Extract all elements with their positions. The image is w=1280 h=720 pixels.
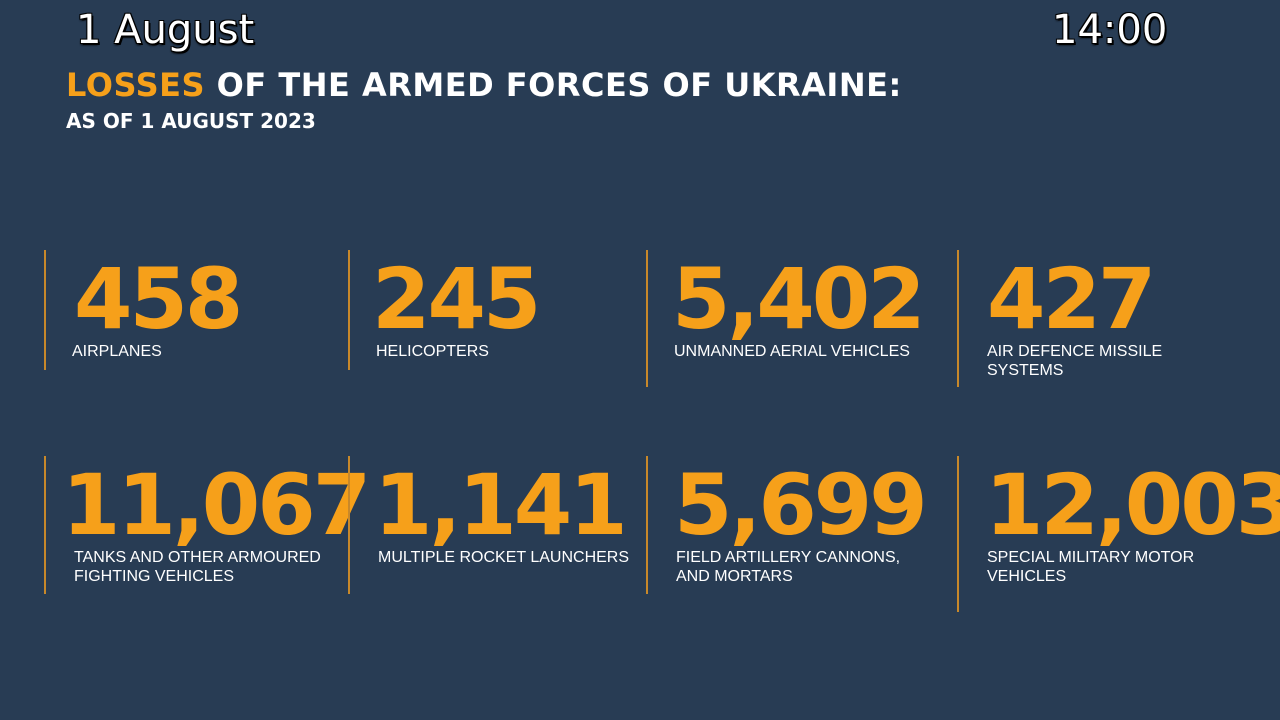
stat-tanks: 11,067 TANKS AND OTHER ARMOURED FIGHTING… (44, 456, 371, 594)
stat-label-line: UNMANNED AERIAL VEHICLES (674, 343, 910, 360)
stat-label-line: VEHICLES (987, 568, 1067, 585)
stat-label: MULTIPLE ROCKET LAUNCHERS (378, 548, 629, 567)
time-overlay: 14:00 (1052, 7, 1168, 53)
stat-label-line: HELICOPTERS (376, 343, 489, 360)
stat-label: TANKS AND OTHER ARMOURED FIGHTING VEHICL… (74, 548, 321, 586)
stat-mlrs: 1,141 MULTIPLE ROCKET LAUNCHERS (348, 456, 638, 594)
stat-uav: 5,402 UNMANNED AERIAL VEHICLES (646, 250, 946, 387)
stat-label: FIELD ARTILLERY CANNONS, AND MORTARS (676, 548, 900, 586)
stat-label: AIRPLANES (72, 342, 162, 361)
stat-value: 5,402 (672, 250, 926, 348)
stat-value: 11,067 (62, 456, 371, 554)
date-overlay: 1 August (76, 7, 255, 53)
stat-label-line: FIELD ARTILLERY CANNONS, (676, 549, 901, 566)
stat-air-defence: 427 AIR DEFENCE MISSILE SYSTEMS (957, 250, 1257, 387)
stat-label: AIR DEFENCE MISSILE SYSTEMS (987, 342, 1162, 380)
stat-airplanes: 458 AIRPLANES (44, 250, 334, 370)
stat-label: UNMANNED AERIAL VEHICLES (674, 342, 910, 361)
stat-value: 458 (74, 250, 243, 348)
stat-value: 245 (372, 250, 541, 348)
subheadline: AS OF 1 AUGUST 2023 (66, 109, 316, 133)
stat-label-line: AIRPLANES (72, 343, 162, 360)
stat-label-line: FIGHTING VEHICLES (74, 568, 235, 585)
stat-label-line: AND MORTARS (676, 568, 793, 585)
stat-helicopters: 245 HELICOPTERS (348, 250, 638, 370)
headline-accent: LOSSES (66, 66, 206, 104)
stat-value: 427 (987, 250, 1156, 348)
stat-label: HELICOPTERS (376, 342, 489, 361)
stat-label-line: SPECIAL MILITARY MOTOR (987, 549, 1195, 566)
stat-value: 12,003 (985, 456, 1280, 554)
stat-motor-vehicles: 12,003 SPECIAL MILITARY MOTOR VEHICLES (957, 456, 1280, 612)
stat-label-line: AIR DEFENCE MISSILE (987, 343, 1163, 360)
stat-label: SPECIAL MILITARY MOTOR VEHICLES (987, 548, 1194, 586)
stat-field-artillery: 5,699 FIELD ARTILLERY CANNONS, AND MORTA… (646, 456, 946, 594)
headline-rest: OF THE ARMED FORCES OF UKRAINE: (205, 66, 902, 104)
stat-label-line: MULTIPLE ROCKET LAUNCHERS (378, 549, 630, 566)
stat-label-line: SYSTEMS (987, 362, 1064, 379)
stat-label-line: TANKS AND OTHER ARMOURED (74, 549, 321, 566)
stat-value: 5,699 (674, 456, 928, 554)
stat-value: 1,141 (374, 456, 628, 554)
headline: LOSSES OF THE ARMED FORCES OF UKRAINE: (66, 66, 902, 104)
